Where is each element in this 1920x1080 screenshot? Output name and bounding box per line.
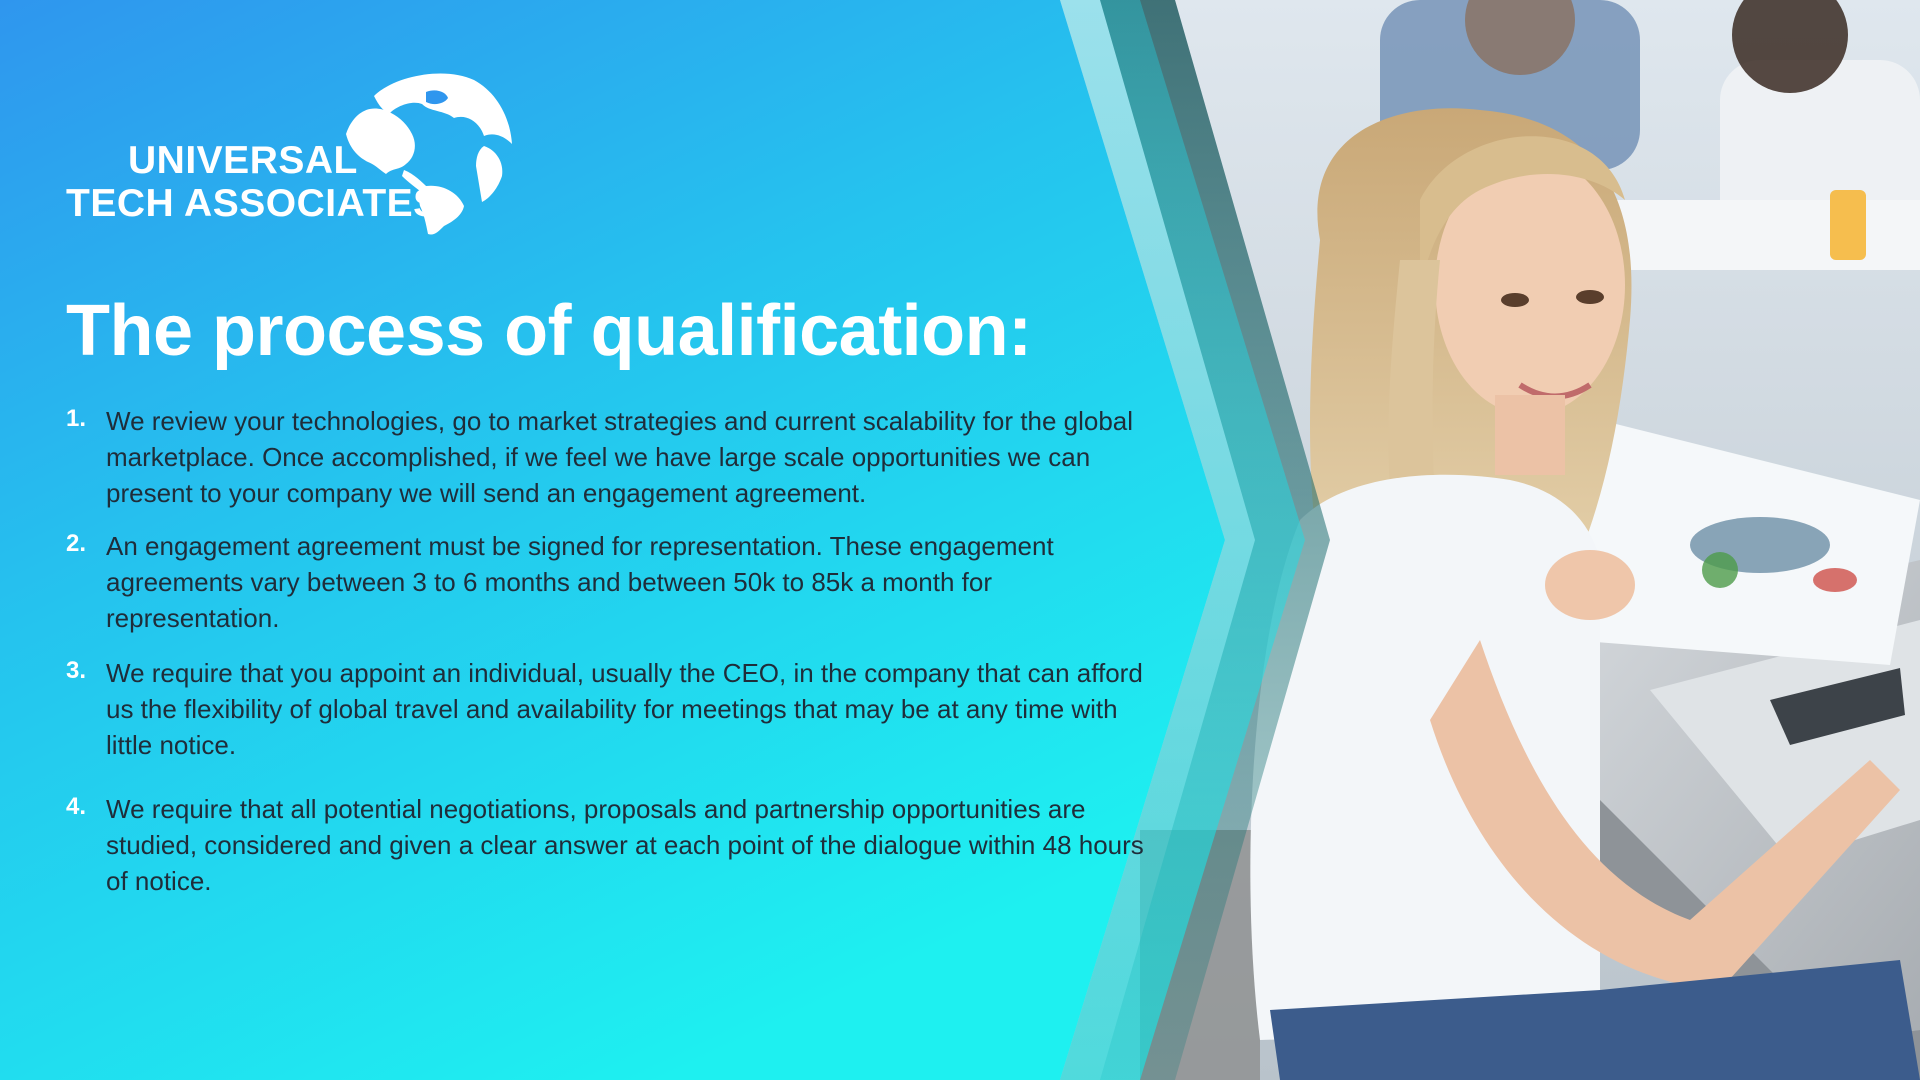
step-text: We require that you appoint an individua… <box>106 658 1143 760</box>
company-logo: UNIVERSAL TECH ASSOCIATES <box>66 66 536 236</box>
step-number: 4. <box>66 793 87 820</box>
page-title: The process of qualification: <box>66 291 1032 371</box>
step-number: 1. <box>66 405 87 432</box>
list-item: 1. We review your technologies, go to ma… <box>66 403 1156 511</box>
logo-wordmark: UNIVERSAL TECH ASSOCIATES <box>66 141 440 223</box>
list-item: 3. We require that you appoint an indivi… <box>66 655 1156 763</box>
step-text: We review your technologies, go to marke… <box>106 406 1134 508</box>
globe-icon <box>346 73 512 235</box>
logo-line-tech-associates: TECH ASSOCIATES <box>66 182 440 225</box>
list-item: 4. We require that all potential negotia… <box>66 791 1156 899</box>
qualification-steps: 1. We review your technologies, go to ma… <box>66 403 1156 899</box>
logo-line-universal: UNIVERSAL <box>128 139 358 182</box>
step-text: We require that all potential negotiatio… <box>106 794 1144 896</box>
list-item: 2. An engagement agreement must be signe… <box>66 528 1156 636</box>
step-number: 3. <box>66 657 87 684</box>
step-text: An engagement agreement must be signed f… <box>106 531 1054 633</box>
step-number: 2. <box>66 530 87 557</box>
